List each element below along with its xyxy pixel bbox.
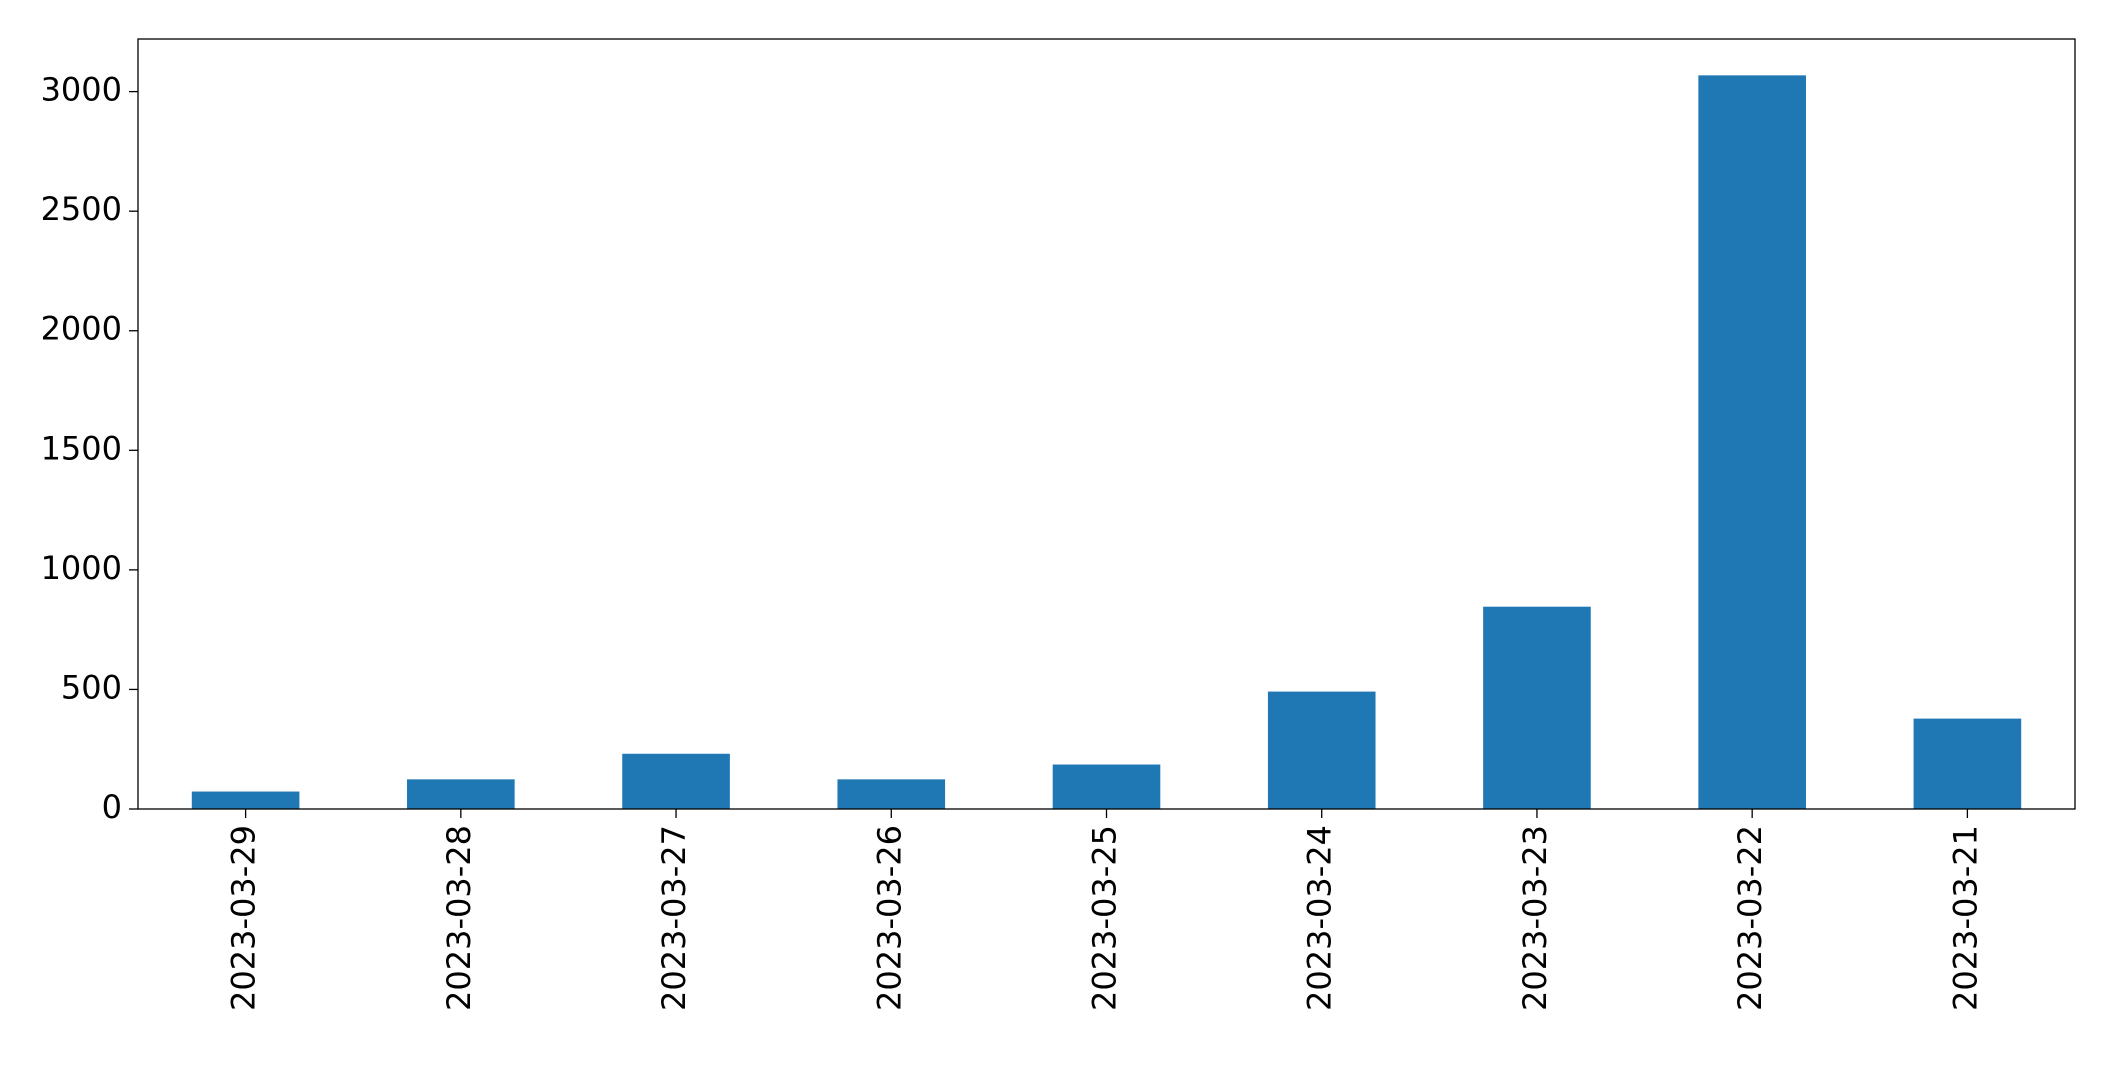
- bar: [1483, 606, 1591, 809]
- x-tick-label: 2023-03-25: [1086, 825, 1124, 1011]
- x-tick-label: 2023-03-21: [1946, 825, 1984, 1011]
- x-tick-label: 2023-03-27: [655, 825, 693, 1011]
- x-tick-label: 2023-03-29: [225, 825, 263, 1011]
- y-tick-label: 1500: [41, 429, 122, 467]
- y-tick-label: 3000: [41, 71, 122, 109]
- bar: [1052, 764, 1161, 809]
- bar: [407, 779, 515, 809]
- y-tick-label: 2500: [41, 190, 122, 228]
- bar: [1698, 75, 1806, 809]
- x-tick-label: 2023-03-22: [1731, 825, 1769, 1011]
- y-tick-label: 0: [102, 788, 122, 826]
- y-tick-label: 500: [61, 668, 122, 706]
- bar: [1913, 718, 2022, 809]
- x-tick-label: 2023-03-23: [1516, 825, 1554, 1011]
- bar: [622, 753, 730, 809]
- y-tick-label: 2000: [41, 310, 122, 348]
- x-tick-label: 2023-03-24: [1301, 825, 1339, 1011]
- x-tick-label: 2023-03-28: [440, 825, 478, 1011]
- bar: [1267, 691, 1376, 809]
- bar: [191, 791, 300, 809]
- bar: [837, 779, 946, 809]
- y-tick-label: 1000: [41, 549, 122, 587]
- plot-frame: [137, 38, 2076, 810]
- x-tick-label: 2023-03-26: [870, 825, 908, 1011]
